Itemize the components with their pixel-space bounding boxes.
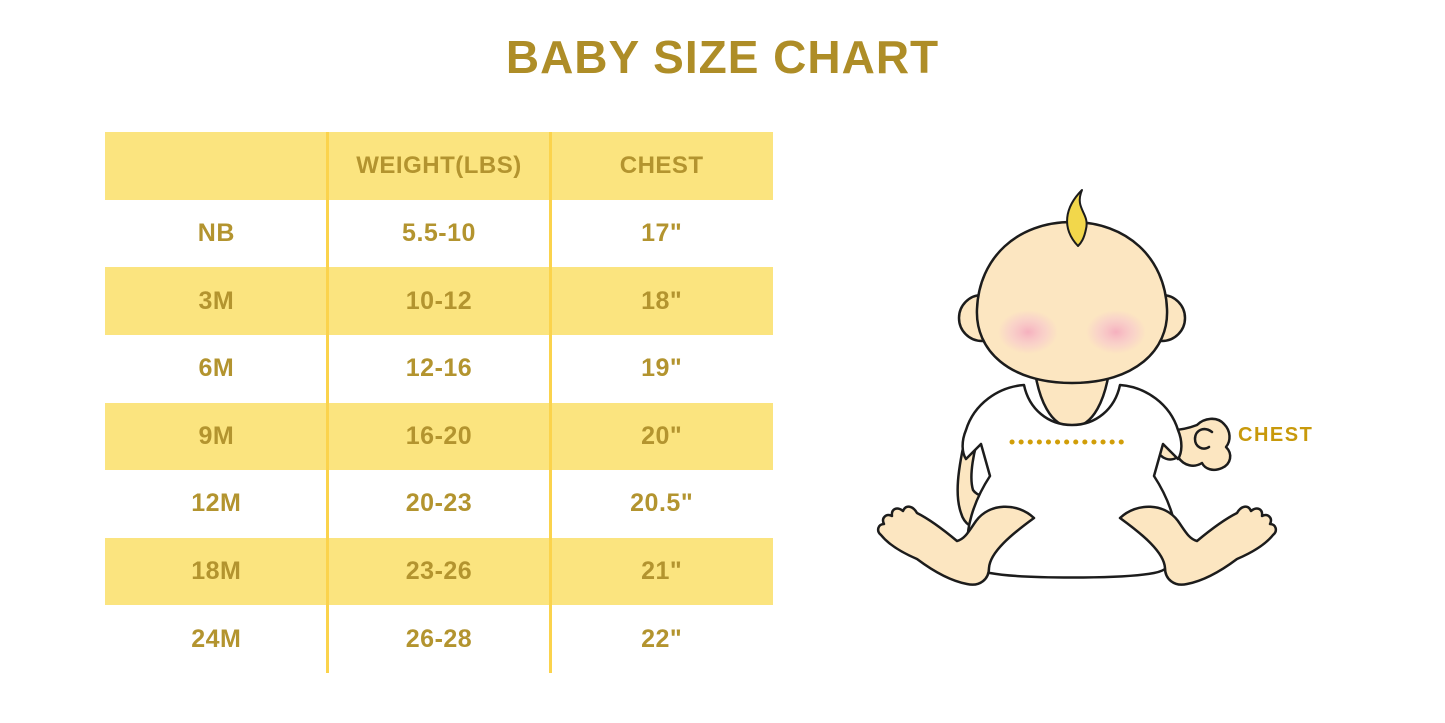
baby-head	[975, 220, 1169, 385]
chest-cell: 20.5"	[630, 489, 694, 518]
baby-blush-left	[998, 310, 1058, 354]
size-cell: 12M	[191, 489, 242, 518]
chest-cell: 20"	[641, 421, 683, 450]
chest-cell: 21"	[641, 557, 683, 586]
baby-hair-curl	[1066, 189, 1088, 247]
size-cell: 3M	[198, 286, 235, 315]
column-divider	[549, 132, 552, 673]
weight-cell: 16-20	[405, 421, 473, 450]
baby-leg-left	[876, 505, 1036, 586]
baby-fist-curl	[1193, 427, 1214, 450]
table-row-6m: 6M 12-16 19"	[105, 335, 773, 403]
table-row-nb: NB 5.5-10 17"	[105, 200, 773, 268]
chest-measurement-label: CHEST	[1238, 424, 1314, 446]
chest-cell: 22"	[641, 624, 683, 653]
size-chart-table: WEIGHT(LBS) CHEST NB 5.5-10 17" 3M 10-12 18" 6M 1…	[105, 132, 773, 673]
weight-cell: 26-28	[405, 624, 473, 653]
column-header-2: CHEST	[619, 151, 704, 179]
weight-cell: 10-12	[405, 286, 473, 315]
table-row-9m: 9M 16-20 20"	[105, 402, 773, 471]
chest-cell: 18"	[641, 286, 683, 315]
chest-cell: 17"	[641, 218, 683, 247]
size-cell: 24M	[191, 624, 242, 653]
size-cell: NB	[197, 218, 235, 247]
baby-illustration	[876, 189, 1278, 586]
column-divider	[326, 132, 329, 673]
page-title: BABY SIZE CHART	[505, 31, 940, 83]
size-cell: 9M	[198, 421, 235, 450]
size-cell: 6M	[198, 354, 235, 383]
table-row-18m: 18M 23-26 21"	[105, 537, 773, 606]
baby-blush-right	[1086, 310, 1146, 354]
weight-cell: 20-23	[405, 489, 473, 518]
baby-leg-right	[1118, 505, 1278, 586]
table-row-3m: 3M 10-12 18"	[105, 267, 773, 335]
weight-cell: 12-16	[405, 354, 473, 383]
table-row-12m: 12M 20-23 20.5"	[105, 470, 773, 538]
weight-cell: 5.5-10	[402, 218, 476, 247]
chest-cell: 19"	[641, 354, 683, 383]
size-cell: 18M	[191, 557, 242, 586]
weight-cell: 23-26	[405, 557, 473, 586]
column-header-1: WEIGHT(LBS)	[356, 151, 522, 179]
table-header-row: WEIGHT(LBS) CHEST	[105, 132, 773, 200]
table-row-24m: 24M 26-28 22"	[105, 605, 773, 673]
